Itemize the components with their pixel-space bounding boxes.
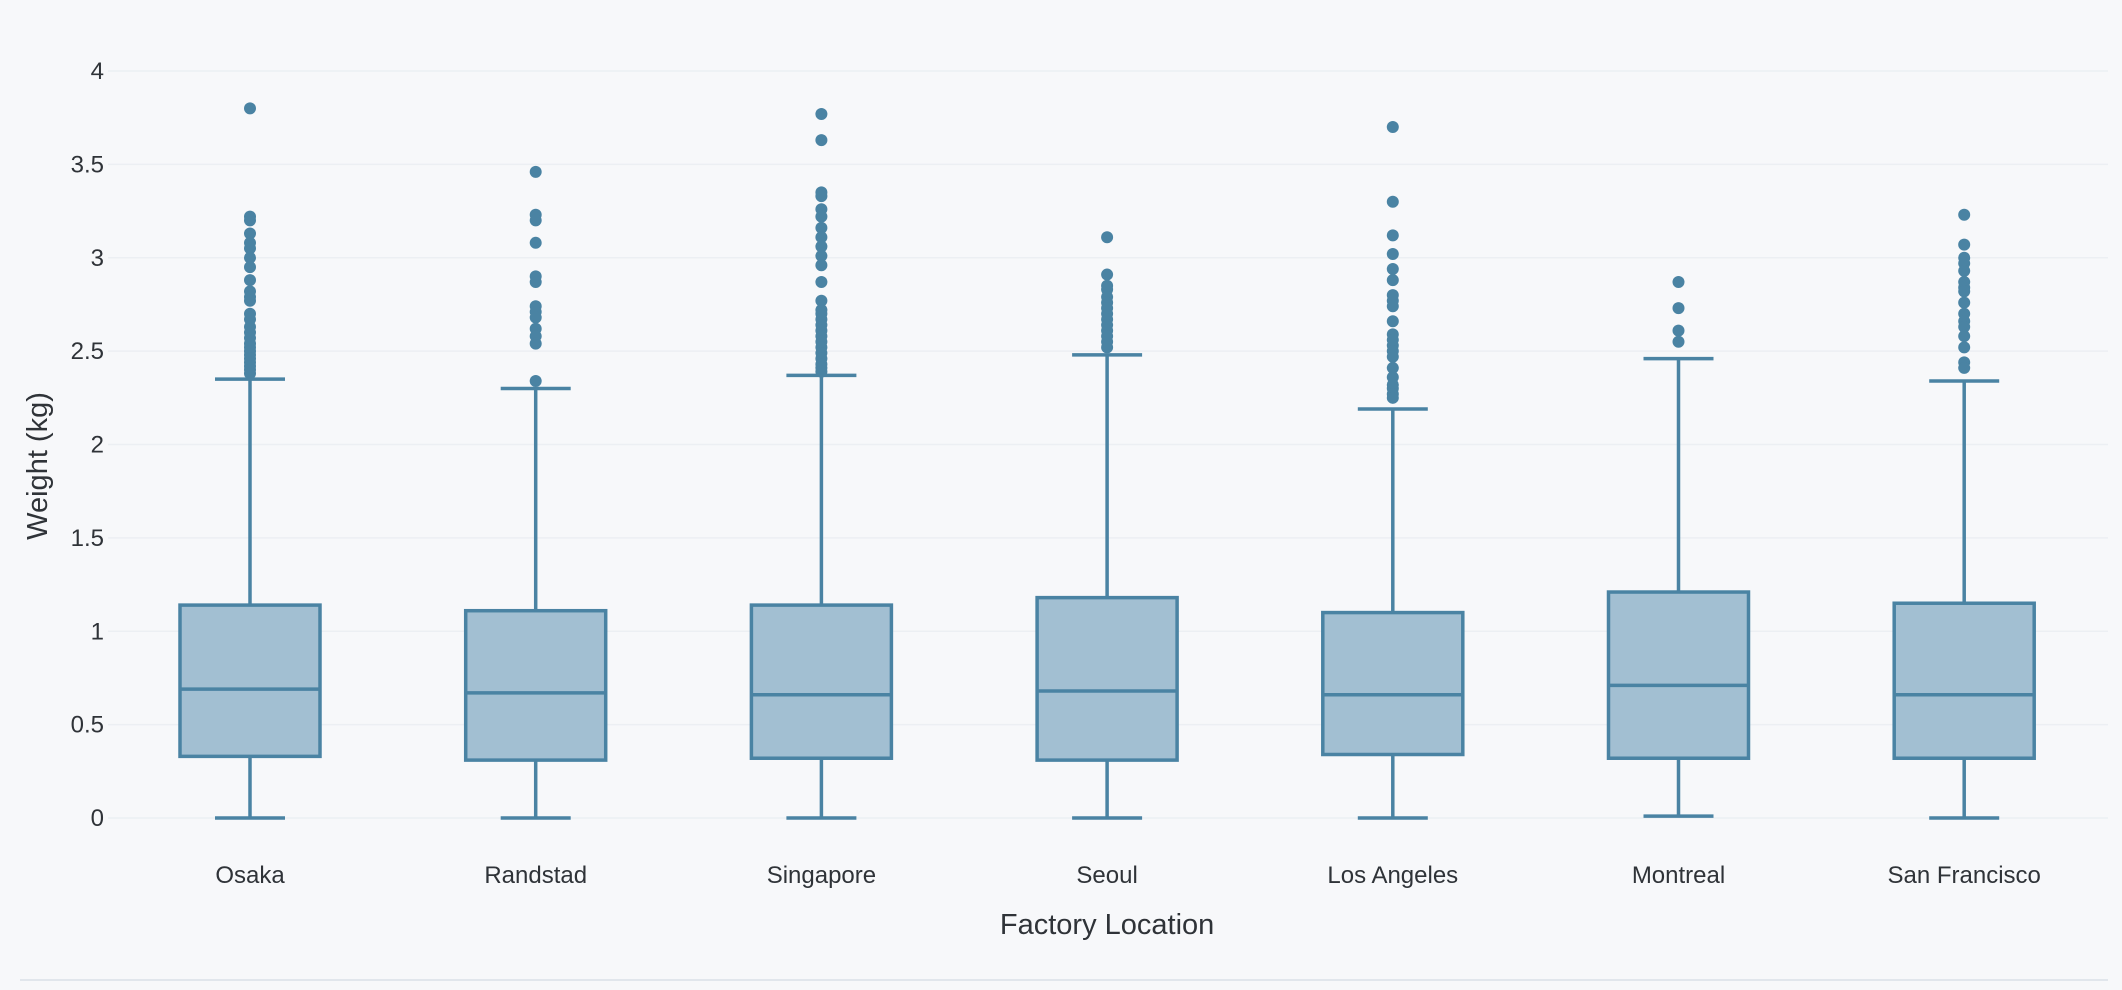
outlier-point <box>1672 335 1685 348</box>
outlier-point <box>244 227 256 240</box>
outlier-point <box>815 107 828 120</box>
outlier-point <box>1386 248 1399 261</box>
box-iqr <box>1892 601 2036 760</box>
outlier-point <box>1386 315 1399 328</box>
outlier-point <box>1958 330 1971 343</box>
outlier-point <box>529 375 542 388</box>
box-iqr <box>463 608 608 762</box>
box-group <box>749 107 894 820</box>
outlier-point <box>815 276 828 289</box>
bottom-divider <box>20 979 2108 981</box>
outlier-point <box>1672 276 1685 289</box>
x-tick-label: Montreal <box>1632 862 1725 889</box>
box-iqr <box>178 603 322 759</box>
outlier-point <box>1386 300 1399 313</box>
outlier-point <box>529 165 542 178</box>
box-group <box>1606 276 1751 818</box>
box-iqr <box>1321 610 1465 757</box>
outlier-point <box>244 274 256 287</box>
y-tick-label: 3.5 <box>71 151 104 178</box>
outlier-point <box>1958 361 1971 374</box>
outlier-point <box>529 214 542 227</box>
outlier-point <box>815 249 828 262</box>
x-tick-label: Seoul <box>1076 862 1137 889</box>
outlier-point <box>244 214 256 227</box>
outlier-point <box>244 294 256 307</box>
outlier-point <box>815 294 828 307</box>
outlier-point <box>815 240 828 253</box>
y-tick-label: 0 <box>91 805 104 832</box>
outlier-point <box>1386 391 1399 404</box>
outlier-point <box>815 231 828 244</box>
box-group <box>1321 121 1465 820</box>
outlier-point <box>1958 320 1971 333</box>
outlier-point <box>815 190 828 203</box>
outlier-point <box>1958 208 1971 221</box>
x-tick-label: Singapore <box>767 862 876 889</box>
outlier-point <box>529 236 542 249</box>
outlier-point <box>529 276 542 289</box>
outlier-point <box>815 221 828 234</box>
outlier-point <box>1386 121 1399 134</box>
outlier-point <box>529 337 542 350</box>
outlier-point <box>529 311 542 324</box>
y-tick-label: 2 <box>91 432 104 459</box>
y-tick-label: 4 <box>91 58 104 85</box>
box-group <box>178 102 322 820</box>
y-axis-ticks: 0 0.5 1 1.5 2 2.5 3 3.5 4 <box>71 58 104 832</box>
y-tick-label: 1 <box>91 618 104 645</box>
box-iqr <box>749 603 894 760</box>
y-tick-label: 2.5 <box>71 338 104 365</box>
box-group <box>1892 208 2036 820</box>
outlier-point <box>1958 238 1971 251</box>
outlier-point <box>1958 264 1971 277</box>
outlier-point <box>244 251 256 264</box>
box-group <box>1035 231 1179 820</box>
x-tick-label: Randstad <box>484 862 587 889</box>
outlier-point <box>1386 274 1399 287</box>
outlier-point <box>244 261 256 274</box>
outlier-point <box>1958 285 1971 298</box>
outlier-point <box>1386 262 1399 275</box>
outlier-point <box>1386 195 1399 208</box>
outlier-point <box>815 259 828 272</box>
x-tick-label: Osaka <box>215 862 285 889</box>
y-tick-label: 3 <box>91 245 104 272</box>
outlier-point <box>815 134 828 147</box>
outlier-point <box>1672 324 1685 337</box>
box-iqr <box>1606 590 1751 760</box>
outlier-point <box>1672 302 1685 315</box>
x-tick-label: Los Angeles <box>1327 862 1458 889</box>
x-axis-title: Factory Location <box>1000 909 1214 941</box>
outlier-point <box>815 210 828 223</box>
outlier-point <box>244 242 256 255</box>
outlier-point <box>1101 231 1114 244</box>
outlier-point <box>244 102 256 115</box>
outlier-point <box>1386 229 1399 242</box>
outlier-point <box>1101 341 1114 354</box>
outlier-point <box>1958 341 1971 354</box>
y-tick-label: 0.5 <box>71 712 104 739</box>
box-iqr <box>1035 595 1179 762</box>
y-tick-label: 1.5 <box>71 525 104 552</box>
box-group <box>463 165 608 820</box>
boxes <box>178 102 2036 820</box>
outlier-point <box>1101 268 1114 281</box>
outlier-point <box>1958 296 1971 309</box>
outlier-point <box>1386 350 1399 363</box>
outlier-point <box>1386 361 1399 374</box>
y-axis-title: Weight (kg) <box>22 392 54 540</box>
x-axis-ticks: Osaka Randstad Singapore Seoul Los Angeles Mo… <box>215 862 2041 889</box>
x-tick-label: San Francisco <box>1887 862 2040 889</box>
outlier-point <box>244 367 256 380</box>
